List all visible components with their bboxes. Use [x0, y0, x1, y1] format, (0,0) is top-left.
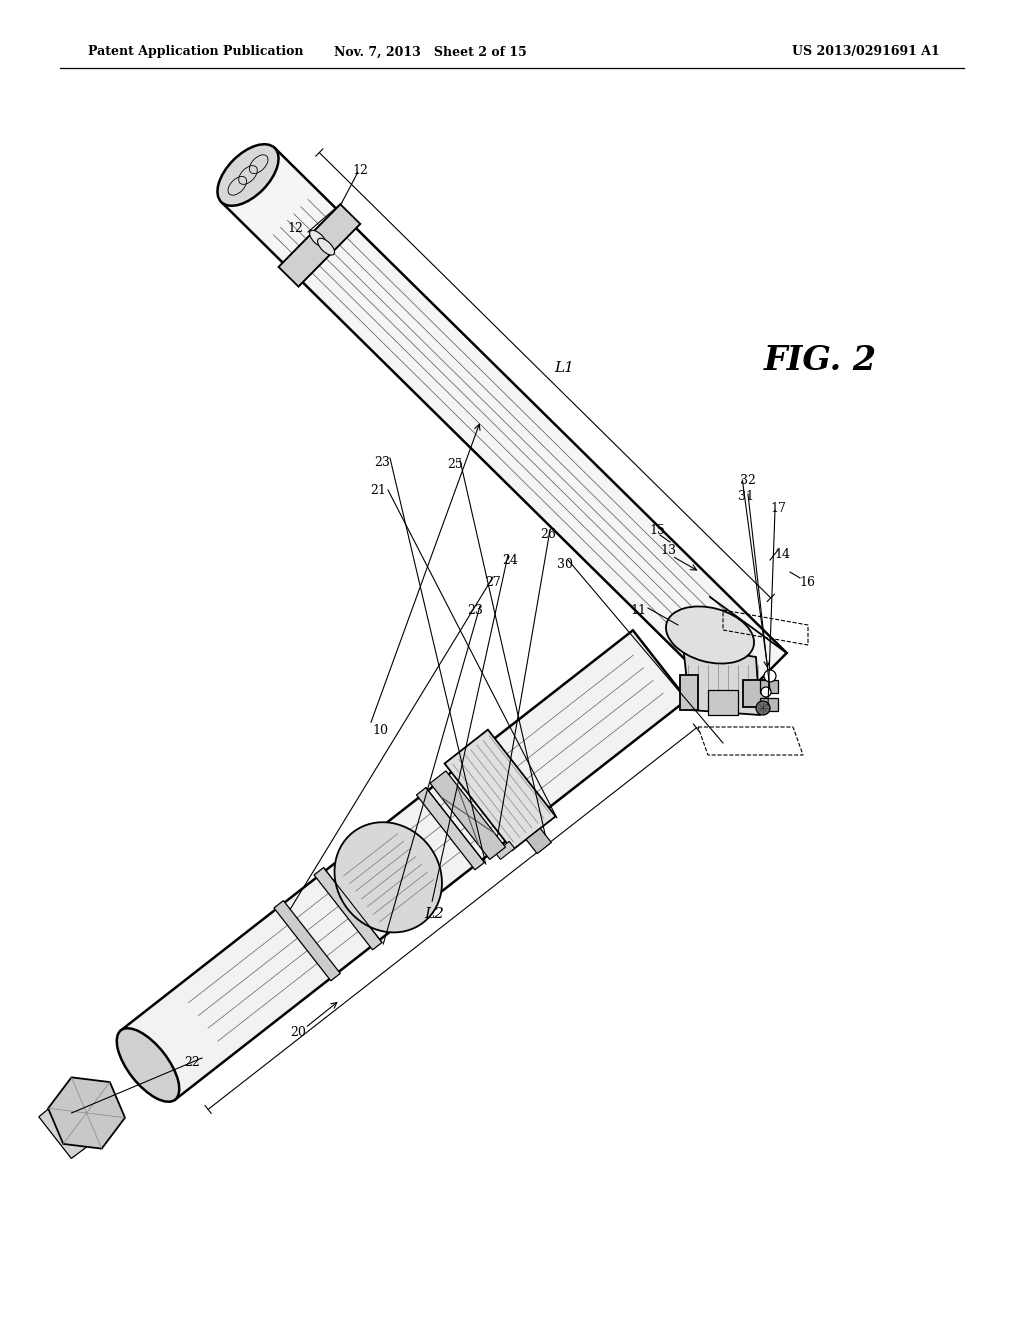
Text: 17: 17 [770, 502, 786, 515]
Circle shape [761, 686, 771, 697]
Text: 11: 11 [630, 603, 646, 616]
Polygon shape [221, 148, 786, 708]
Text: 30: 30 [557, 557, 573, 570]
Polygon shape [430, 771, 506, 859]
Polygon shape [760, 698, 778, 711]
Text: Nov. 7, 2013   Sheet 2 of 15: Nov. 7, 2013 Sheet 2 of 15 [334, 45, 526, 58]
Text: L1: L1 [554, 362, 574, 375]
Ellipse shape [117, 1028, 179, 1102]
Text: FIG. 2: FIG. 2 [764, 343, 877, 376]
Text: 25: 25 [447, 458, 463, 471]
Polygon shape [39, 1098, 95, 1159]
Text: 12: 12 [352, 164, 368, 177]
Polygon shape [314, 867, 382, 950]
Ellipse shape [217, 144, 279, 206]
Text: 32: 32 [740, 474, 756, 487]
Polygon shape [417, 788, 484, 870]
Polygon shape [121, 631, 687, 1100]
Text: 24: 24 [502, 553, 518, 566]
Polygon shape [495, 841, 515, 859]
Text: 13: 13 [660, 544, 676, 557]
Text: 15: 15 [649, 524, 665, 536]
Ellipse shape [309, 231, 327, 247]
Text: 14: 14 [774, 549, 790, 561]
Polygon shape [526, 829, 551, 854]
Ellipse shape [317, 238, 335, 255]
Text: 12: 12 [287, 222, 303, 235]
Polygon shape [743, 680, 766, 708]
Text: 31: 31 [738, 491, 754, 503]
Polygon shape [680, 675, 698, 710]
Polygon shape [683, 645, 760, 715]
Polygon shape [708, 690, 738, 715]
Text: 16: 16 [799, 576, 815, 589]
Polygon shape [274, 900, 340, 981]
Text: 27: 27 [485, 576, 501, 589]
Text: US 2013/0291691 A1: US 2013/0291691 A1 [793, 45, 940, 58]
Polygon shape [48, 1077, 125, 1148]
Text: 23: 23 [374, 455, 390, 469]
Text: L2: L2 [424, 907, 444, 920]
Polygon shape [444, 730, 556, 850]
Ellipse shape [335, 822, 442, 932]
Circle shape [756, 701, 770, 715]
Circle shape [764, 671, 776, 682]
Text: 22: 22 [184, 1056, 200, 1069]
Text: Patent Application Publication: Patent Application Publication [88, 45, 303, 58]
Text: 21: 21 [370, 483, 386, 496]
Polygon shape [279, 205, 360, 286]
Polygon shape [760, 680, 778, 693]
Ellipse shape [666, 606, 754, 664]
Text: 23: 23 [467, 603, 483, 616]
Text: 10: 10 [372, 723, 388, 737]
Text: 26: 26 [540, 528, 556, 541]
Text: 20: 20 [290, 1027, 306, 1040]
